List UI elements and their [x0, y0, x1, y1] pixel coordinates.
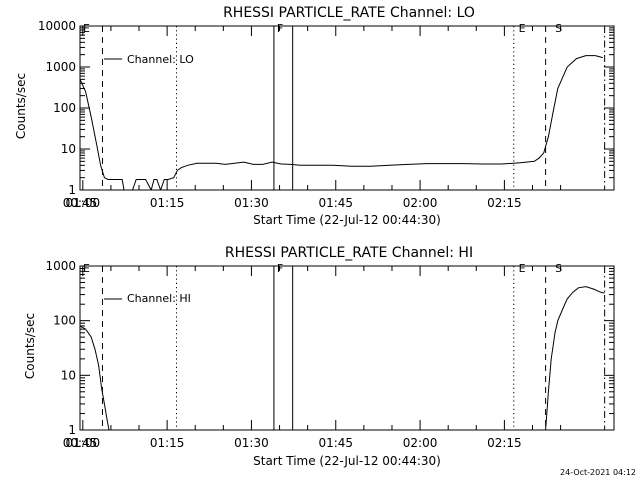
hi-x-tick-label: 02:15	[487, 436, 522, 450]
lo-x-tick-label: 01:00	[66, 196, 101, 210]
lo-x-tick-label: 02:15	[487, 196, 522, 210]
hi-event-marker: S	[555, 262, 562, 275]
hi-series-line-1	[545, 286, 605, 430]
hi-y-tick-label: 100	[53, 314, 76, 328]
hi-x-tick-label: 02:00	[403, 436, 438, 450]
footer-timestamp: 24-Oct-2021 04:12	[560, 468, 636, 477]
lo-y-tick-label: 1000	[45, 60, 76, 74]
lo-x-axis-label: Start Time (22-Jul-12 00:44:30)	[253, 213, 441, 227]
lo-event-marker: E	[83, 22, 90, 35]
lo-x-tick-label: 01:45	[318, 196, 353, 210]
hi-x-tick-label: 01:00	[66, 436, 101, 450]
lo-channel-panel: RHESSI PARTICLE_RATE Channel: LO Start T…	[14, 5, 615, 227]
lo-y-tick-label: 100	[53, 101, 76, 115]
lo-series-line-0	[80, 55, 603, 190]
hi-chart-title: RHESSI PARTICLE_RATE Channel: HI	[225, 245, 473, 261]
lo-x-tick-label: 02:00	[403, 196, 438, 210]
lo-legend-label: Channel: LO	[127, 53, 194, 66]
lo-y-tick-label: 10	[61, 142, 76, 156]
lo-event-marker: S	[555, 22, 562, 35]
hi-event-marker: F	[277, 262, 283, 275]
hi-x-tick-label: 01:45	[318, 436, 353, 450]
hi-series-line-0	[80, 325, 110, 430]
hi-y-tick-label: 1	[68, 423, 76, 437]
lo-event-marker: E	[519, 22, 526, 35]
lo-y-tick-label: 10000	[38, 19, 76, 33]
hi-y-tick-label: 1000	[45, 259, 76, 273]
lo-y-axis-label: Counts/sec	[14, 73, 28, 139]
hi-y-axis-label: Counts/sec	[23, 313, 37, 379]
lo-y-tick-label: 1	[68, 183, 76, 197]
lo-chart-title: RHESSI PARTICLE_RATE Channel: LO	[223, 5, 475, 21]
hi-x-tick-label: 00:45	[63, 436, 98, 450]
hi-x-tick-label: 01:15	[150, 436, 185, 450]
hi-x-tick-label: 01:30	[234, 436, 269, 450]
hi-y-tick-label: 10	[61, 368, 76, 382]
hi-x-axis-label: Start Time (22-Jul-12 00:44:30)	[253, 454, 441, 468]
hi-legend-label: Channel: HI	[127, 292, 191, 305]
hi-channel-panel: RHESSI PARTICLE_RATE Channel: HI Start T…	[23, 245, 615, 468]
hi-plot-frame	[79, 265, 615, 431]
lo-x-tick-label: 01:15	[150, 196, 185, 210]
lo-event-marker: F	[277, 22, 283, 35]
lo-x-tick-label: 01:30	[234, 196, 269, 210]
lo-x-tick-label: 00:45	[63, 196, 98, 210]
hi-event-marker: E	[83, 262, 90, 275]
hi-event-marker: E	[519, 262, 526, 275]
